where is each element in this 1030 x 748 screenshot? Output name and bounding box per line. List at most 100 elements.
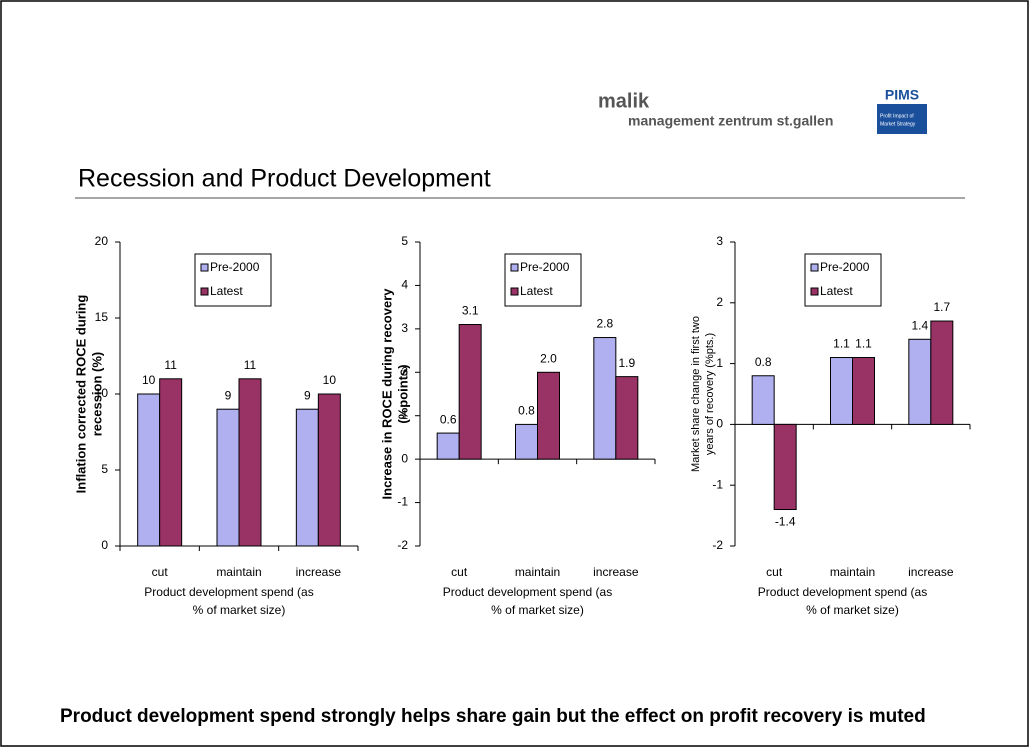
slide-title: Recession and Product Development (78, 165, 491, 193)
y-tick-label: -1 (712, 477, 723, 491)
y-tick-label: 0 (101, 538, 108, 552)
x-tick-label: cut (152, 565, 169, 579)
data-label: 10 (323, 373, 337, 387)
legend-swatch (810, 263, 819, 272)
data-label: 11 (164, 358, 177, 372)
legend-swatch (200, 263, 209, 272)
brand: malik (598, 90, 650, 112)
x-tick-label: increase (593, 565, 639, 579)
bar (593, 337, 617, 460)
data-label: 9 (304, 388, 311, 402)
bar (615, 376, 639, 460)
y-tick-label: 10 (95, 386, 109, 400)
data-label: 0.8 (518, 404, 535, 418)
x-axis-label: % of market size) (193, 603, 286, 617)
y-tick-label: 15 (95, 310, 109, 324)
bar (238, 378, 262, 547)
y-tick-label: 5 (101, 462, 108, 476)
legend-box (804, 253, 882, 307)
bar (295, 408, 319, 547)
data-label: -1.4 (775, 515, 796, 529)
y-tick-label: 1 (716, 356, 723, 370)
data-label: 1.9 (618, 356, 635, 370)
legend-label: Latest (820, 284, 853, 298)
y-axis-label: Inflation corrected ROCE during (73, 295, 88, 494)
y-tick-label: 2 (401, 364, 408, 378)
data-label: 0.8 (755, 355, 772, 369)
data-label: 3.1 (462, 304, 479, 318)
bar (751, 375, 775, 425)
bar (830, 357, 853, 425)
x-tick-label: cut (451, 565, 468, 579)
legend-swatch (200, 287, 209, 296)
legend-box (504, 253, 582, 307)
y-tick-label: -1 (397, 495, 408, 509)
data-label: 0.6 (440, 412, 457, 426)
legend-swatch (510, 263, 519, 272)
bar (930, 320, 954, 425)
x-tick-label: increase (908, 565, 954, 579)
data-label: 9 (225, 388, 232, 402)
legend-label: Pre-2000 (210, 260, 260, 274)
legend-label: Latest (520, 284, 553, 298)
legend-swatch (510, 287, 519, 296)
footer: Product development spend strongly helps… (60, 706, 926, 727)
y-tick-label: 1 (401, 408, 408, 422)
x-axis-label: Product development spend (as (758, 585, 927, 599)
legend-label: Latest (210, 284, 243, 298)
y-axis-label: years of recovery (%pts.) (704, 333, 716, 455)
logo-sub: Market Strategy (880, 121, 916, 127)
x-tick-label: increase (296, 565, 342, 579)
bar (773, 423, 797, 511)
y-tick-label: -2 (712, 538, 723, 552)
data-label: 10 (142, 373, 156, 387)
x-axis-label: Product development spend (as (443, 585, 612, 599)
bar (159, 378, 183, 547)
y-tick-label: 5 (401, 234, 408, 248)
x-tick-label: maintain (830, 565, 875, 579)
y-axis-label: (%points) (395, 364, 410, 423)
data-label: 2.0 (540, 351, 557, 365)
data-label: 11 (244, 358, 257, 372)
data-label: 1.7 (933, 300, 950, 314)
bar (852, 357, 875, 425)
data-label: 1.1 (855, 337, 872, 351)
x-tick-label: cut (766, 565, 783, 579)
bar (515, 423, 538, 460)
x-axis-label: % of market size) (806, 603, 899, 617)
y-axis-label: recession (%) (89, 352, 104, 437)
bar (908, 338, 932, 425)
y-tick-label: 3 (401, 321, 408, 335)
x-tick-label: maintain (515, 565, 560, 579)
x-tick-label: maintain (216, 565, 261, 579)
y-tick-label: 2 (716, 295, 723, 309)
bar (458, 324, 482, 460)
logo: PIMS (885, 87, 919, 103)
logo-sub: Profit Impact of (880, 113, 914, 119)
legend-label: Pre-2000 (520, 260, 570, 274)
data-label: 1.1 (833, 337, 850, 351)
legend-label: Pre-2000 (820, 260, 870, 274)
y-tick-label: 0 (401, 451, 408, 465)
y-tick-label: 20 (95, 234, 109, 248)
bar (216, 408, 240, 547)
y-tick-label: 0 (716, 417, 723, 431)
bar (137, 393, 161, 547)
legend-box (194, 253, 272, 307)
bar (537, 371, 560, 460)
bar (317, 393, 341, 547)
y-tick-label: -2 (397, 538, 408, 552)
y-axis-label: Market share change in first two (690, 316, 702, 472)
logo-box (877, 104, 927, 134)
data-label: 2.8 (596, 317, 613, 331)
y-tick-label: 4 (401, 278, 408, 292)
y-axis-label: Increase in ROCE during recovery (379, 288, 394, 500)
y-tick-label: 3 (716, 234, 723, 248)
bar (436, 432, 460, 460)
legend-swatch (810, 287, 819, 296)
tagline: management zentrum st.gallen (628, 113, 833, 129)
data-label: 1.4 (911, 318, 928, 332)
x-axis-label: % of market size) (491, 603, 584, 617)
x-axis-label: Product development spend (as (144, 585, 313, 599)
